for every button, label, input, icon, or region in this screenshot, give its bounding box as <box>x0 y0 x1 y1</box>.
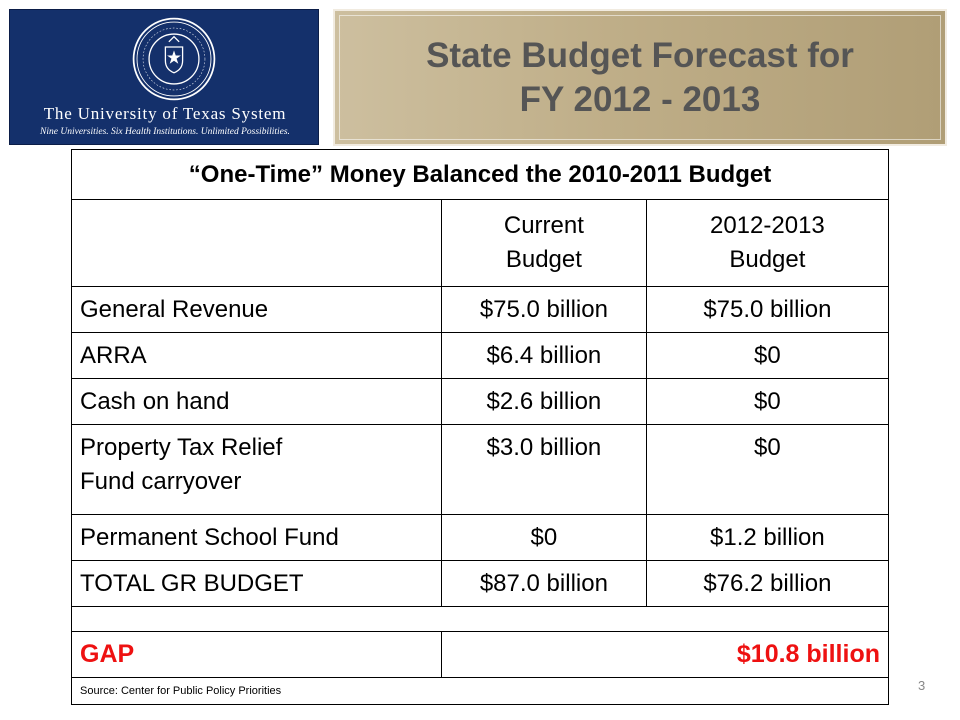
header-2012-2013-budget: 2012-2013 Budget <box>645 199 890 287</box>
slide-title-line-1: State Budget Forecast for <box>426 35 854 75</box>
header-current-budget: Current Budget <box>441 199 647 287</box>
university-seal-icon <box>132 17 216 101</box>
source-note: Source: Center for Public Policy Priorit… <box>71 677 889 705</box>
table-row: Property Tax Relief Fund carryover $3.0 … <box>70 424 890 515</box>
row-label: Permanent School Fund <box>70 514 443 561</box>
title-banner: State Budget Forecast for FY 2012 - 2013 <box>333 9 947 146</box>
table-row: General Revenue $75.0 billion $75.0 bill… <box>70 286 890 333</box>
table-row: Permanent School Fund $0 $1.2 billion <box>70 514 890 561</box>
row-label: TOTAL GR BUDGET <box>70 560 443 607</box>
header-current-line-2: Budget <box>505 246 582 273</box>
row-next-value: $1.2 billion <box>645 514 890 561</box>
row-next-value: $76.2 billion <box>645 560 890 607</box>
gap-value: $10.8 billion <box>441 631 889 678</box>
slide-title-line-2: FY 2012 - 2013 <box>519 79 761 119</box>
budget-table: “One-Time” Money Balanced the 2010-2011 … <box>70 149 890 705</box>
row-current-value: $87.0 billion <box>441 560 647 607</box>
header-current-line-1: Current <box>503 212 584 239</box>
row-current-value: $6.4 billion <box>441 332 647 379</box>
row-label-line-2: Fund carryover <box>80 468 242 495</box>
logo-tagline: Nine Universities. Six Health Institutio… <box>40 127 290 137</box>
ut-system-logo: The University of Texas System Nine Univ… <box>9 9 319 145</box>
row-current-value: $2.6 billion <box>441 378 647 425</box>
row-next-value: $0 <box>645 378 890 425</box>
title-banner-border <box>339 15 941 140</box>
source-row: Source: Center for Public Policy Priorit… <box>71 677 889 705</box>
table-row: Cash on hand $2.6 billion $0 <box>70 378 890 425</box>
table-caption: “One-Time” Money Balanced the 2010-2011 … <box>71 149 889 200</box>
row-label: Property Tax Relief Fund carryover <box>70 424 443 515</box>
header-next-line-1: 2012-2013 <box>709 212 825 239</box>
row-label: Cash on hand <box>70 378 443 425</box>
row-current-value: $0 <box>441 514 647 561</box>
row-label-line-1: Property Tax Relief <box>80 434 283 461</box>
page-number: 3 <box>918 678 926 693</box>
logo-wordmark: The University of Texas System <box>43 104 287 123</box>
row-label: ARRA <box>70 332 443 379</box>
gap-label: GAP <box>70 631 443 678</box>
slide-title: State Budget Forecast for FY 2012 - 2013 <box>370 34 910 122</box>
row-current-value: $3.0 billion <box>441 424 647 515</box>
table-row: ARRA $6.4 billion $0 <box>70 332 890 379</box>
blank-cell <box>71 606 889 632</box>
row-next-value: $0 <box>645 424 890 515</box>
row-next-value: $75.0 billion <box>645 286 890 333</box>
header-next-line-2: Budget <box>729 246 806 273</box>
table-caption-row: “One-Time” Money Balanced the 2010-2011 … <box>71 149 889 200</box>
row-label: General Revenue <box>70 286 443 333</box>
row-next-value: $0 <box>645 332 890 379</box>
table-header-row: Current Budget 2012-2013 Budget <box>70 199 890 287</box>
table-row: TOTAL GR BUDGET $87.0 billion $76.2 bill… <box>70 560 890 607</box>
header-label-cell <box>70 199 443 287</box>
blank-row <box>71 606 889 632</box>
gap-row: GAP $10.8 billion <box>70 631 889 678</box>
row-current-value: $75.0 billion <box>441 286 647 333</box>
